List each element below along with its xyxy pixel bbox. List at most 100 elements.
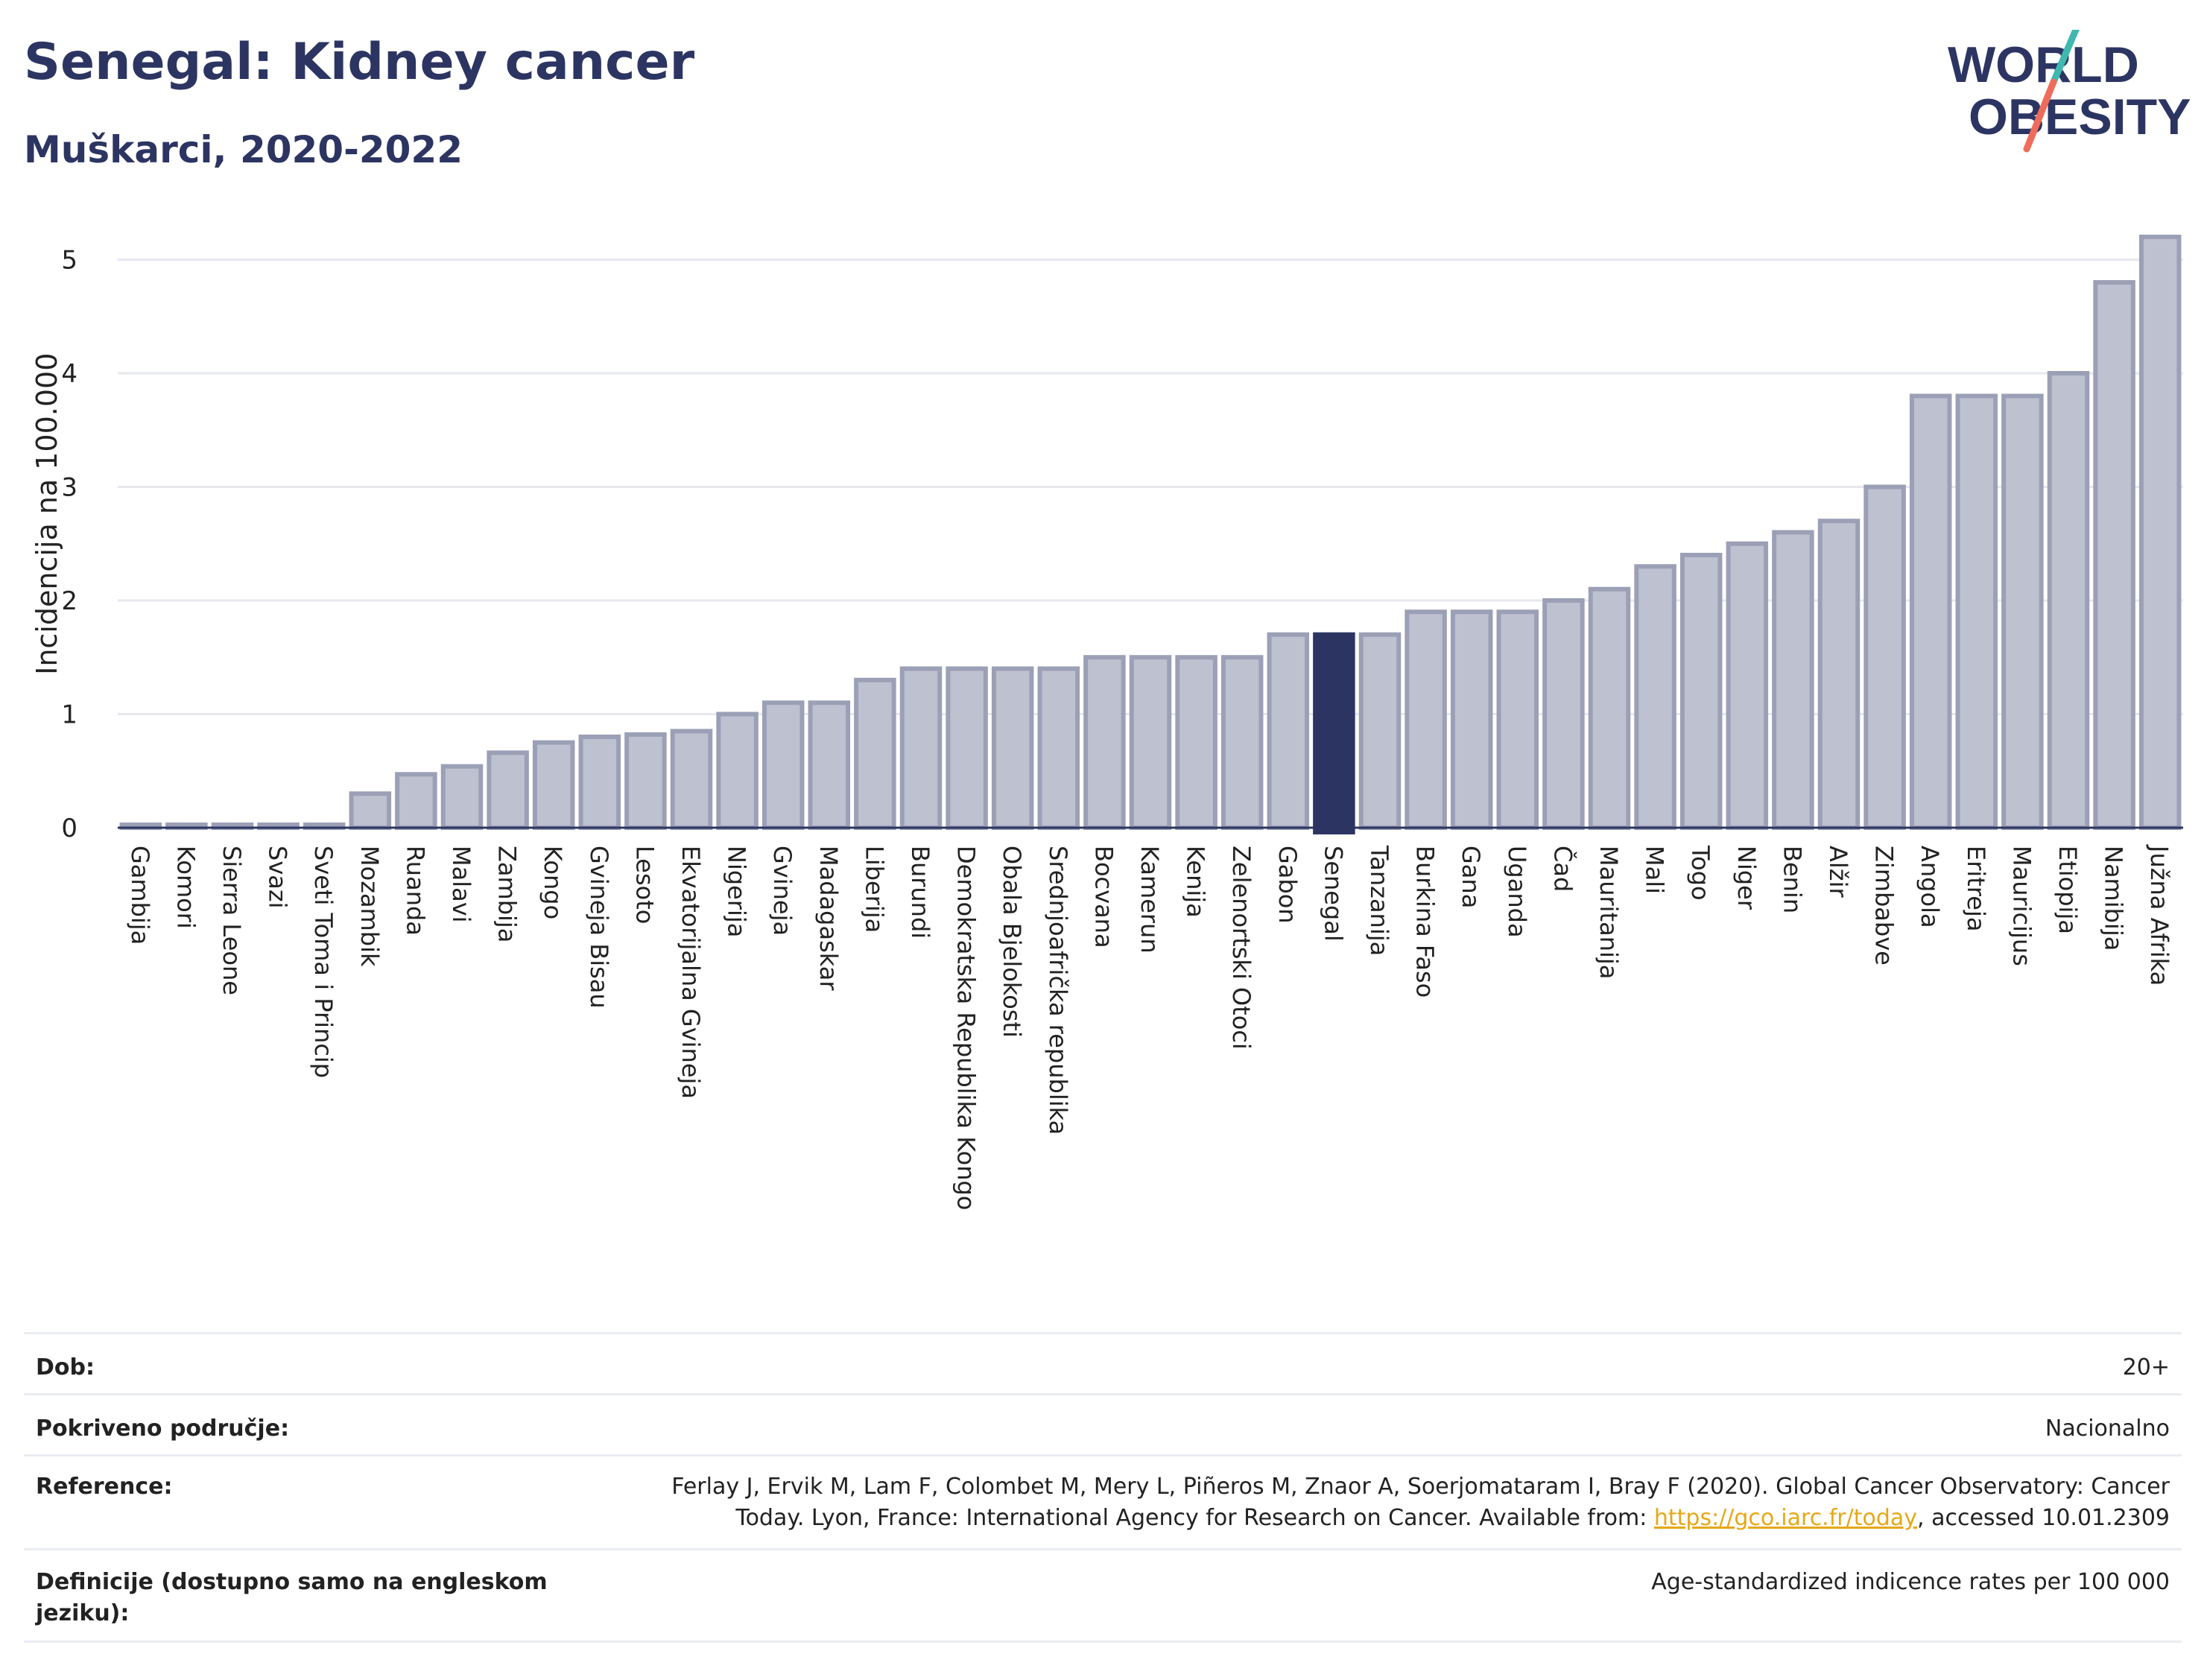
bar xyxy=(1129,655,1172,830)
bar xyxy=(578,735,621,830)
info-value-definitions: Age-standardized indicence rates per 100… xyxy=(1651,1569,2170,1595)
bar xyxy=(2001,393,2044,830)
bar-chart: 0 1 2 3 4 5 Gambija Komori Sierra Leone Svazi Sve… xyxy=(31,235,2183,1210)
x-tick-label: Bocvana xyxy=(1089,846,1118,948)
bar xyxy=(1267,632,1310,830)
bar xyxy=(670,729,713,830)
info-label-coverage: Pokriveno područje: xyxy=(36,1416,290,1442)
info-row-age: Dob: 20+ xyxy=(24,1332,2182,1394)
x-tick-label: Svazi xyxy=(264,846,292,909)
x-tick-label: Demokratska Republika Kongo xyxy=(952,846,981,1210)
reference-line1: Ferlay J, Ervik M, Lam F, Colombet M, Me… xyxy=(671,1474,2170,1500)
x-tick-label: Gvineja xyxy=(768,846,797,936)
x-tick-label: Južna Afrika xyxy=(2145,844,2173,986)
y-tick-label: 3 xyxy=(61,473,77,503)
bar xyxy=(1909,393,1952,830)
y-tick-label: 5 xyxy=(61,246,77,276)
x-tick-label: Tanzanija xyxy=(1365,845,1393,956)
x-tick-label: Uganda xyxy=(1503,846,1531,938)
x-tick-label: Malavi xyxy=(447,846,475,923)
bar xyxy=(440,764,484,831)
x-tick-label: Sveti Toma i Princip xyxy=(309,846,338,1078)
bars xyxy=(119,235,2182,834)
info-value-age: 20+ xyxy=(2122,1354,2170,1381)
x-tick-label: Čad xyxy=(1548,846,1577,892)
info-label-definitions: Definicije (dostupno samo na engleskom j… xyxy=(36,1569,548,1626)
y-tick-label: 4 xyxy=(61,359,77,389)
bar xyxy=(1863,484,1906,830)
bar xyxy=(1726,541,1769,830)
bar xyxy=(1220,655,1264,830)
x-tick-label: Zelenortski Otoci xyxy=(1227,846,1255,1050)
x-tick-label: Mauricijus xyxy=(2007,846,2036,966)
logo-slash-teal xyxy=(2050,30,2080,86)
reference-link[interactable]: https://gco.iarc.fr/today xyxy=(1653,1505,1918,1531)
x-tick-label: Mali xyxy=(1641,846,1669,894)
y-tick-label: 2 xyxy=(61,586,77,616)
info-label-reference: Reference: xyxy=(36,1474,173,1500)
x-tick-label: Ruanda xyxy=(401,846,429,936)
bar xyxy=(1772,530,1814,830)
page-subtitle: Muškarci, 2020-2022 xyxy=(24,128,463,171)
x-tick-label: Ekvatorijalna Gvineja xyxy=(677,846,705,1099)
world-obesity-logo: WORLD OBESITY xyxy=(1948,30,2191,153)
logo-line1: WORLD xyxy=(1948,37,2139,93)
x-tick-label: Mozambik xyxy=(355,846,384,967)
bar xyxy=(991,666,1034,830)
x-tick-label: Eritreja xyxy=(1962,846,1990,931)
bar xyxy=(1955,393,1998,830)
bar xyxy=(487,750,529,830)
x-tick-label: Kenija xyxy=(1182,846,1210,918)
x-tick-label: Lesoto xyxy=(630,846,659,924)
x-tick-label: Kongo xyxy=(539,846,567,919)
bar xyxy=(1634,564,1676,830)
info-value-coverage: Nacionalno xyxy=(2045,1416,2170,1442)
x-tick-label: Etiopija xyxy=(2053,846,2082,934)
bar xyxy=(1083,655,1126,830)
x-tick-label: Srednjoafrička republika xyxy=(1044,846,1072,1135)
logo-line2: OBESITY xyxy=(1969,89,2191,145)
logo-slash-coral xyxy=(2023,78,2057,153)
x-tick-label: Gabon xyxy=(1273,846,1302,924)
y-axis-ticks: 0 1 2 3 4 5 xyxy=(61,246,77,844)
bar xyxy=(1175,655,1217,830)
bar xyxy=(1817,519,1861,830)
x-tick-label: Zambija xyxy=(493,846,522,942)
bar-highlight xyxy=(1313,632,1355,834)
bar xyxy=(1496,609,1539,830)
x-tick-label: Madagaskar xyxy=(814,846,843,991)
page-title: Senegal: Kidney cancer xyxy=(24,33,695,92)
y-axis-label: Incidencija na 100.000 xyxy=(31,353,63,675)
x-tick-label: Gana xyxy=(1457,846,1485,908)
info-value-reference: Ferlay J, Ervik M, Lam F, Colombet M, Me… xyxy=(671,1471,2170,1534)
x-tick-label: Obala Bjelokosti xyxy=(998,846,1026,1038)
info-label-age: Dob: xyxy=(36,1354,95,1381)
x-tick-label: Kamerun xyxy=(1136,846,1164,954)
bar xyxy=(716,711,759,830)
reference-line2-post: , accessed 10.01.2309 xyxy=(1917,1505,2170,1531)
x-tick-label: Alžir xyxy=(1824,846,1852,898)
bar xyxy=(532,740,575,830)
y-tick-label: 0 xyxy=(61,814,77,843)
x-tick-label: Benin xyxy=(1778,846,1806,913)
bar xyxy=(1542,598,1585,830)
info-table-bottom-rule xyxy=(24,1641,2182,1643)
reference-line2-pre: Today. Lyon, France: International Agenc… xyxy=(735,1505,1654,1531)
bar xyxy=(1588,586,1631,830)
x-tick-label: Gambija xyxy=(126,846,154,945)
bar xyxy=(1358,632,1402,830)
x-tick-label: Sierra Leone xyxy=(218,846,246,995)
x-tick-label: Senegal xyxy=(1319,846,1347,942)
bar xyxy=(1405,609,1447,830)
bar xyxy=(899,666,943,830)
bar xyxy=(2093,280,2135,830)
bar xyxy=(1450,609,1493,830)
info-row-reference: Reference: Ferlay J, Ervik M, Lam F, Col… xyxy=(24,1454,2182,1549)
bar xyxy=(2138,235,2182,830)
x-tick-label: Nigerija xyxy=(723,846,751,937)
x-tick-label: Togo xyxy=(1686,845,1714,901)
bar xyxy=(624,732,667,831)
x-tick-label: Burkina Faso xyxy=(1411,846,1440,998)
x-tick-label: Burundi xyxy=(906,846,934,939)
bar xyxy=(761,700,805,830)
